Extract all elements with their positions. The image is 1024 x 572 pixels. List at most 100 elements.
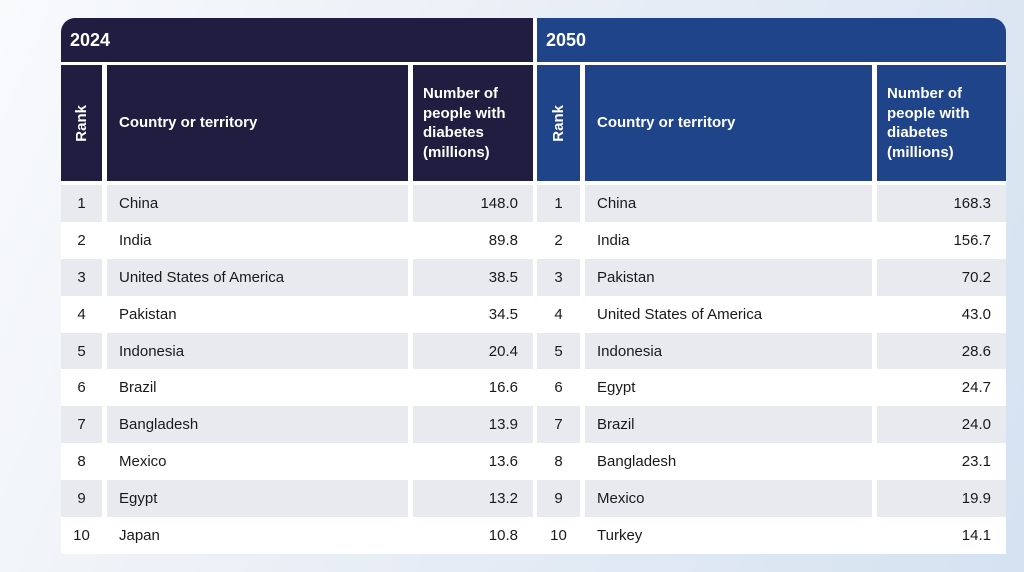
- country-cell: China: [585, 185, 872, 222]
- rank-cell: 3: [537, 258, 580, 296]
- table-row: 9 Mexico 19.9: [537, 480, 1006, 518]
- table-row: 5 Indonesia 20.4: [61, 332, 533, 370]
- table-row: 6 Egypt 24.7: [537, 369, 1006, 407]
- table-row: 8 Bangladesh 23.1: [537, 443, 1006, 481]
- value-cell: 13.6: [413, 443, 533, 481]
- country-cell: Indonesia: [107, 332, 408, 370]
- table-row: 4 United States of America 43.0: [537, 295, 1006, 333]
- country-cell: Egypt: [585, 369, 872, 407]
- country-cell: Turkey: [585, 517, 872, 554]
- rank-cell: 3: [61, 258, 102, 296]
- rank-cell: 10: [537, 517, 580, 554]
- table-row: 5 Indonesia 28.6: [537, 332, 1006, 370]
- value-cell: 14.1: [877, 517, 1006, 554]
- rank-cell: 8: [537, 443, 580, 481]
- table-row: 8 Mexico 13.6: [61, 443, 533, 481]
- column-header-row: Rank Country or territory Number of peop…: [537, 65, 1006, 181]
- country-cell: India: [107, 221, 408, 259]
- country-cell: Pakistan: [107, 295, 408, 333]
- country-cell: Brazil: [107, 369, 408, 407]
- rank-column-header: Rank: [537, 65, 580, 181]
- country-cell: Mexico: [107, 443, 408, 481]
- year-band-2050: 2050: [537, 18, 1006, 62]
- year-label: 2024: [70, 29, 111, 50]
- value-cell: 10.8: [413, 517, 533, 554]
- table-2024: 2024 Rank Country or territory Number of…: [61, 18, 533, 554]
- country-cell: China: [107, 185, 408, 222]
- table-row: 7 Brazil 24.0: [537, 406, 1006, 444]
- rank-cell: 5: [61, 332, 102, 370]
- value-cell: 89.8: [413, 221, 533, 259]
- column-header-row: Rank Country or territory Number of peop…: [61, 65, 533, 181]
- rank-cell: 6: [61, 369, 102, 407]
- value-cell: 38.5: [413, 258, 533, 296]
- rank-cell: 4: [61, 295, 102, 333]
- rank-cell: 7: [61, 406, 102, 444]
- table-row: 10 Japan 10.8: [61, 517, 533, 554]
- country-column-header: Country or territory: [585, 65, 872, 181]
- table-row: 4 Pakistan 34.5: [61, 295, 533, 333]
- rank-cell: 9: [537, 480, 580, 518]
- table-body-2050: 1 China 168.3 2 India 156.7 3 Pakistan 70.2 4 Unit…: [537, 185, 1006, 554]
- country-cell: Egypt: [107, 480, 408, 518]
- country-cell: United States of America: [107, 258, 408, 296]
- value-cell: 24.7: [877, 369, 1006, 407]
- table-row: 2 India 156.7: [537, 221, 1006, 259]
- table-2050: 2050 Rank Country or territory Number of…: [537, 18, 1006, 554]
- value-cell: 24.0: [877, 406, 1006, 444]
- country-cell: Indonesia: [585, 332, 872, 370]
- year-band-2024: 2024: [61, 18, 533, 62]
- country-column-header-label: Country or territory: [119, 114, 258, 132]
- table-body-2024: 1 China 148.0 2 India 89.8 3 United States of A…: [61, 185, 533, 554]
- value-cell: 148.0: [413, 185, 533, 222]
- value-cell: 13.2: [413, 480, 533, 518]
- country-cell: Japan: [107, 517, 408, 554]
- value-cell: 34.5: [413, 295, 533, 333]
- rank-column-header: Rank: [61, 65, 102, 181]
- rank-cell: 6: [537, 369, 580, 407]
- table-row: 1 China 168.3: [537, 185, 1006, 222]
- value-cell: 28.6: [877, 332, 1006, 370]
- rank-cell: 1: [61, 185, 102, 222]
- rank-cell: 10: [61, 517, 102, 554]
- value-cell: 168.3: [877, 185, 1006, 222]
- table-row: 3 Pakistan 70.2: [537, 258, 1006, 296]
- value-column-header: Number of people with diabetes (millions…: [413, 65, 533, 181]
- value-column-header-label: Number of people with diabetes (millions…: [423, 85, 506, 161]
- country-cell: United States of America: [585, 295, 872, 333]
- country-cell: Bangladesh: [585, 443, 872, 481]
- value-cell: 156.7: [877, 221, 1006, 259]
- value-cell: 43.0: [877, 295, 1006, 333]
- value-column-header-label: Number of people with diabetes (millions…: [887, 85, 970, 161]
- country-cell: Pakistan: [585, 258, 872, 296]
- rank-column-header-label: Rank: [72, 104, 90, 142]
- year-label: 2050: [546, 29, 587, 50]
- value-cell: 20.4: [413, 332, 533, 370]
- value-cell: 19.9: [877, 480, 1006, 518]
- table-row: 6 Brazil 16.6: [61, 369, 533, 407]
- table-row: 9 Egypt 13.2: [61, 480, 533, 518]
- table-row: 7 Bangladesh 13.9: [61, 406, 533, 444]
- rank-cell: 5: [537, 332, 580, 370]
- value-cell: 70.2: [877, 258, 1006, 296]
- rank-cell: 2: [537, 221, 580, 259]
- rank-cell: 1: [537, 185, 580, 222]
- country-column-header: Country or territory: [107, 65, 408, 181]
- rank-cell: 7: [537, 406, 580, 444]
- rank-cell: 2: [61, 221, 102, 259]
- table-row: 10 Turkey 14.1: [537, 517, 1006, 554]
- table-row: 2 India 89.8: [61, 221, 533, 259]
- table-row: 1 China 148.0: [61, 185, 533, 222]
- country-cell: Bangladesh: [107, 406, 408, 444]
- rank-cell: 8: [61, 443, 102, 481]
- value-column-header: Number of people with diabetes (millions…: [877, 65, 1006, 181]
- rank-cell: 9: [61, 480, 102, 518]
- table-row: 3 United States of America 38.5: [61, 258, 533, 296]
- country-column-header-label: Country or territory: [597, 114, 736, 132]
- value-cell: 16.6: [413, 369, 533, 407]
- country-cell: India: [585, 221, 872, 259]
- diabetes-ranking-tables: 2024 Rank Country or territory Number of…: [61, 18, 1006, 554]
- country-cell: Mexico: [585, 480, 872, 518]
- value-cell: 13.9: [413, 406, 533, 444]
